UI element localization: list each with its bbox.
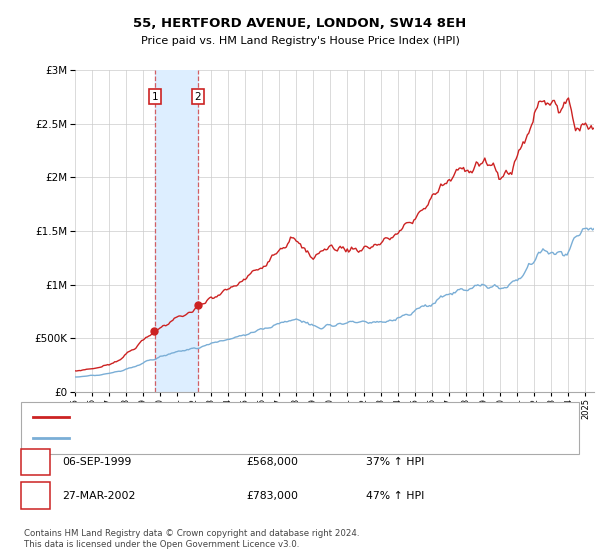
Text: 06-SEP-1999: 06-SEP-1999	[62, 457, 131, 467]
Text: 47% ↑ HPI: 47% ↑ HPI	[366, 491, 424, 501]
Text: 55, HERTFORD AVENUE, LONDON, SW14 8EH (detached house): 55, HERTFORD AVENUE, LONDON, SW14 8EH (d…	[75, 413, 374, 422]
Text: 27-MAR-2002: 27-MAR-2002	[62, 491, 135, 501]
Text: HPI: Average price, detached house, Richmond upon Thames: HPI: Average price, detached house, Rich…	[75, 433, 366, 442]
Text: 1: 1	[32, 457, 39, 467]
Bar	[155, 70, 198, 392]
Text: £568,000: £568,000	[246, 457, 298, 467]
Text: Contains HM Land Registry data © Crown copyright and database right 2024.
This d: Contains HM Land Registry data © Crown c…	[24, 529, 359, 549]
Text: 2: 2	[32, 491, 39, 501]
Text: 55, HERTFORD AVENUE, LONDON, SW14 8EH: 55, HERTFORD AVENUE, LONDON, SW14 8EH	[133, 17, 467, 30]
Text: 2: 2	[194, 92, 201, 102]
Text: 1: 1	[151, 92, 158, 102]
Text: £783,000: £783,000	[246, 491, 298, 501]
Text: Price paid vs. HM Land Registry's House Price Index (HPI): Price paid vs. HM Land Registry's House …	[140, 36, 460, 46]
Text: 37% ↑ HPI: 37% ↑ HPI	[366, 457, 424, 467]
